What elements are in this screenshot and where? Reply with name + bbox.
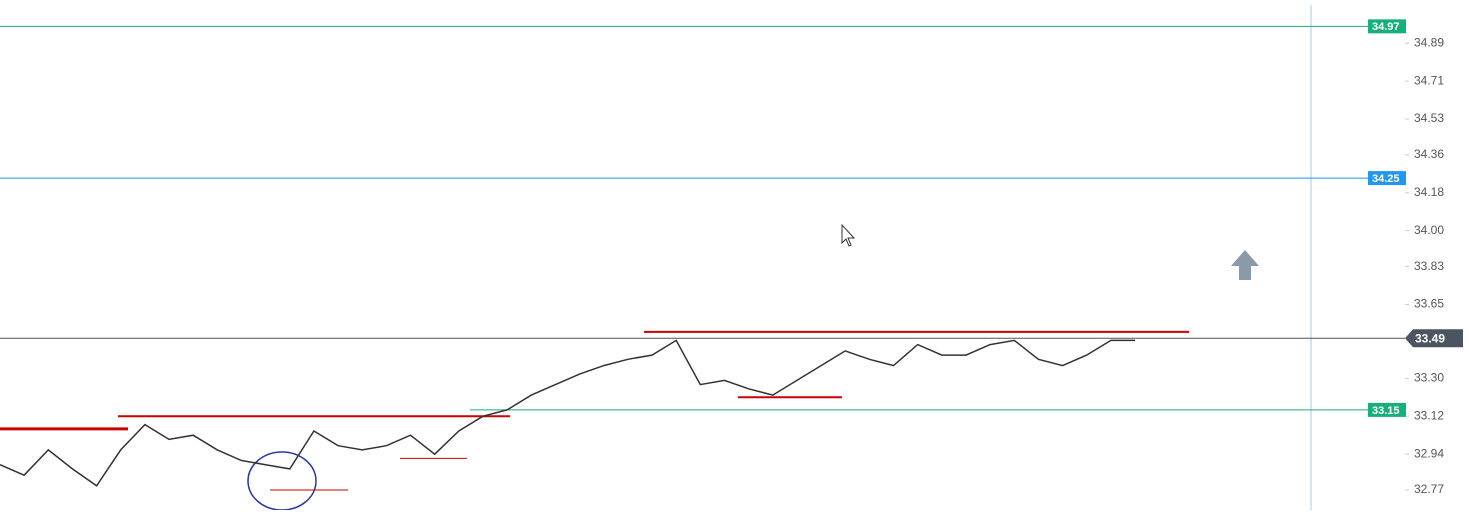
- price-tag-label: 33.49: [1415, 331, 1445, 345]
- price-tag: [1368, 19, 1406, 34]
- y-tick-label: 34.71: [1414, 73, 1444, 87]
- y-tick-label: 32.77: [1414, 482, 1444, 496]
- price-line: [0, 339, 1135, 487]
- y-tick-label: 33.12: [1414, 408, 1444, 422]
- price-tag-label: 34.97: [1372, 21, 1400, 33]
- circle-drawing: [247, 451, 317, 511]
- price-tag-label: 33.15: [1372, 405, 1400, 417]
- price-tag: [1405, 329, 1463, 348]
- y-tick-label: 33.83: [1414, 259, 1444, 273]
- y-tick-label: 34.36: [1414, 147, 1444, 161]
- y-tick-label: 34.53: [1414, 111, 1444, 125]
- y-tick-label: 33.65: [1414, 297, 1444, 311]
- price-tag: [1368, 402, 1406, 417]
- mouse-cursor: [841, 223, 856, 247]
- y-tick-label: 34.00: [1414, 223, 1444, 237]
- y-tick-label: 32.94: [1414, 446, 1444, 460]
- price-tag: [1368, 171, 1406, 186]
- y-tick-label: 34.89: [1414, 35, 1444, 49]
- up-arrow-icon[interactable]: [1231, 250, 1259, 280]
- y-tick-label: 33.30: [1414, 370, 1444, 384]
- y-tick-label: 34.18: [1414, 185, 1444, 199]
- price-tag-label: 34.25: [1372, 173, 1400, 185]
